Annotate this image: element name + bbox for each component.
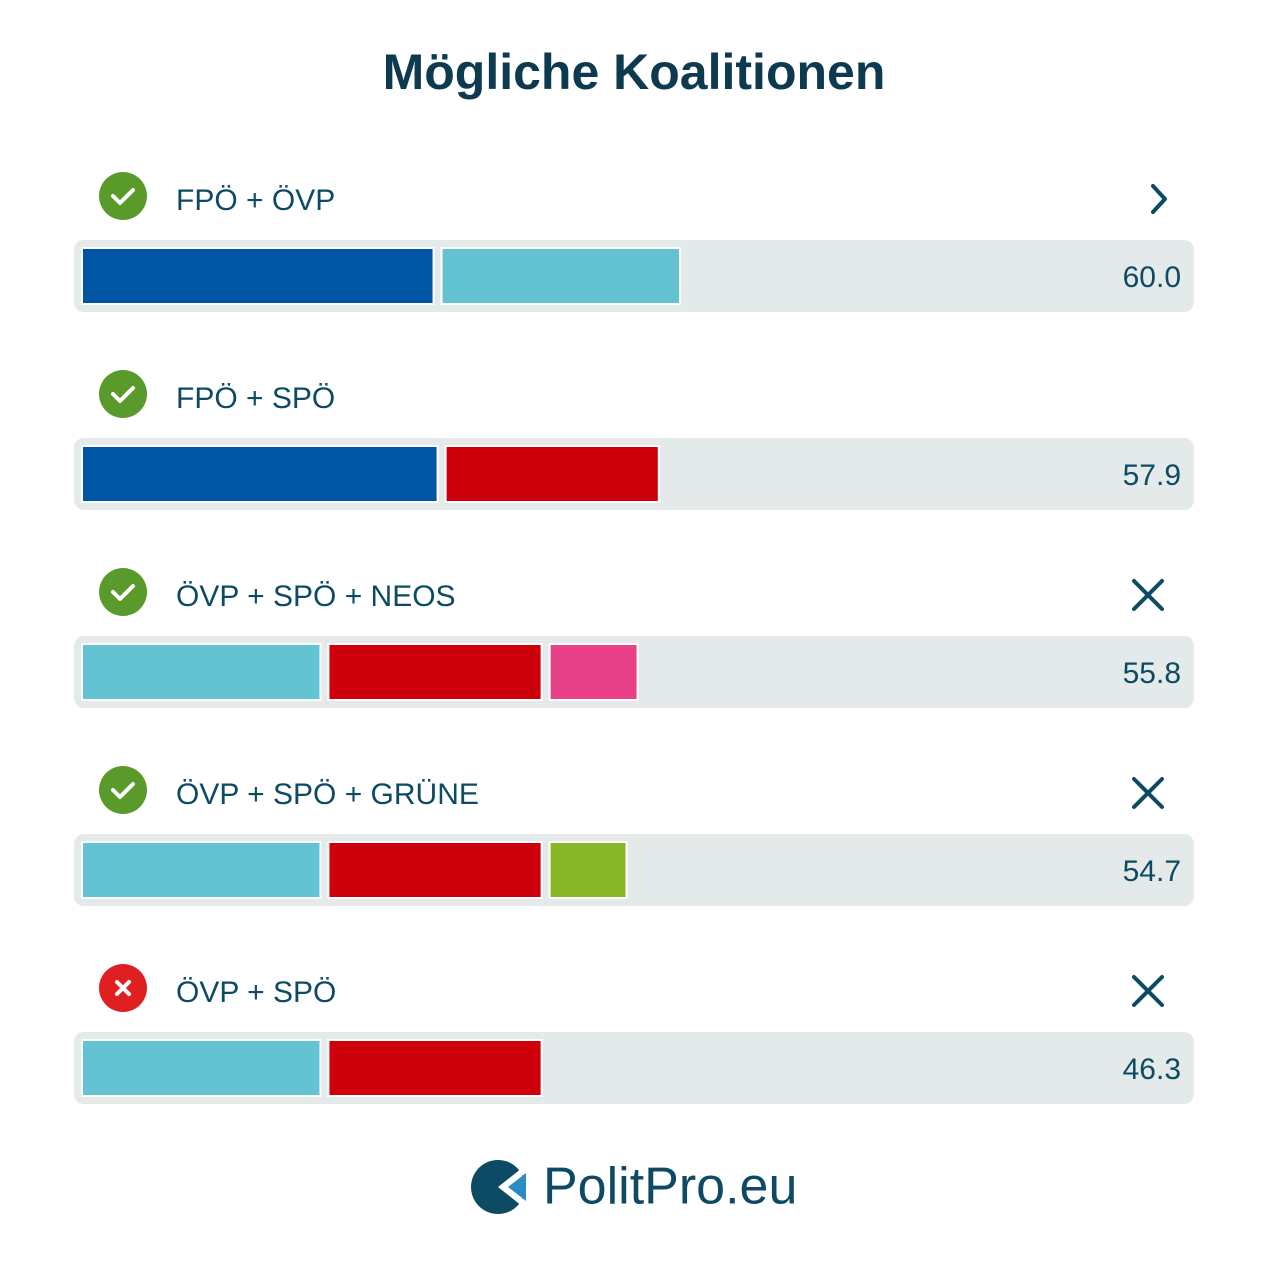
bar-segment: [81, 247, 435, 305]
coalition-label: FPÖ + SPÖ: [176, 382, 335, 415]
bar-segment: [444, 445, 660, 503]
total-label: 57.9: [1123, 459, 1181, 492]
check-mark: [111, 782, 135, 799]
close-icon: [1132, 975, 1164, 1007]
bar-segment: [548, 643, 639, 701]
bar-segment: [81, 445, 439, 503]
coalition-row[interactable]: FPÖ + SPÖ 57.9: [74, 370, 1194, 510]
bar-segment: [327, 1039, 543, 1097]
bar-segment: [440, 247, 681, 305]
bar-segment: [81, 1039, 322, 1097]
close-icon: [1132, 777, 1164, 809]
total-label: 60.0: [1123, 261, 1181, 294]
coalition-label: ÖVP + SPÖ + NEOS: [176, 580, 456, 613]
expand-icon: [1151, 184, 1167, 214]
check-mark: [111, 386, 135, 403]
check-mark: [111, 584, 135, 601]
bar-segment: [81, 643, 322, 701]
coalition-label: ÖVP + SPÖ + GRÜNE: [176, 778, 479, 811]
coalition-row[interactable]: ÖVP + SPÖ 46.3: [74, 964, 1194, 1104]
logo: [471, 1160, 526, 1214]
bar-segment: [327, 841, 543, 899]
check-mark: [111, 188, 135, 205]
coalition-row[interactable]: ÖVP + SPÖ + GRÜNE 54.7: [74, 766, 1194, 906]
coalition-label: FPÖ + ÖVP: [176, 184, 335, 217]
cross-mark: [115, 980, 131, 996]
bar-segment: [548, 841, 628, 899]
status-icon: [99, 172, 147, 220]
bar-segment: [327, 643, 543, 701]
total-label: 46.3: [1123, 1053, 1181, 1086]
coalition-row[interactable]: ÖVP + SPÖ + NEOS 55.8: [74, 568, 1194, 708]
status-icon: [99, 370, 147, 418]
status-icon: [99, 766, 147, 814]
chart-title: Mögliche Koalitionen: [383, 44, 886, 100]
close-icon: [1132, 579, 1164, 611]
total-label: 54.7: [1123, 855, 1181, 888]
coalition-label: ÖVP + SPÖ: [176, 976, 336, 1009]
brand: PolitPro.eu: [543, 1158, 797, 1216]
bar-segment: [81, 841, 322, 899]
status-icon: [99, 568, 147, 616]
coalition-row[interactable]: FPÖ + ÖVP 60.0: [74, 172, 1194, 312]
logo-accent: [508, 1173, 526, 1201]
total-label: 55.8: [1123, 657, 1181, 690]
